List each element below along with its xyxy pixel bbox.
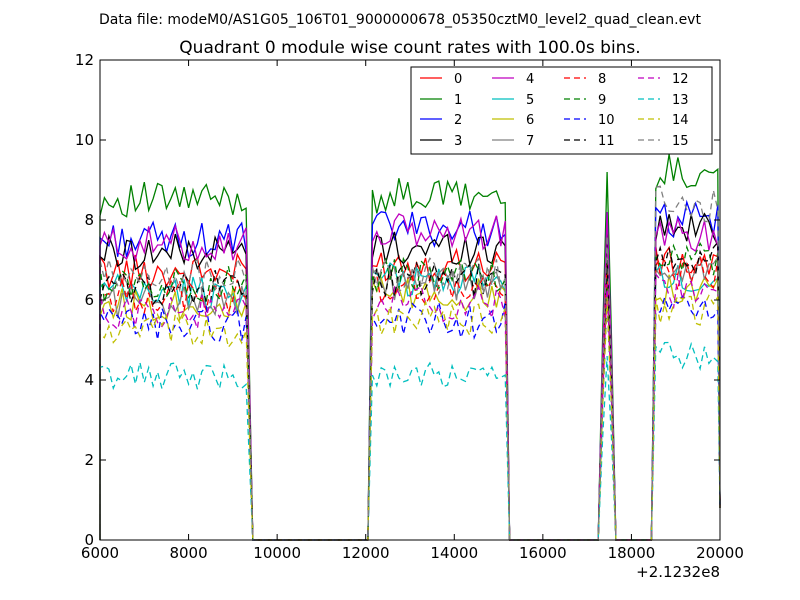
x-tick-label: 20000	[696, 544, 744, 562]
x-tick-label: 10000	[253, 544, 301, 562]
series-line-5	[99, 259, 721, 541]
legend-label-10: 10	[598, 113, 615, 128]
legend-label-0: 0	[454, 72, 462, 87]
y-tick-label: 0	[84, 531, 94, 549]
series-line-0	[99, 219, 721, 541]
x-tick-label: 14000	[430, 544, 478, 562]
legend-label-13: 13	[672, 93, 689, 108]
series-line-2	[99, 199, 721, 541]
series-line-10	[99, 295, 721, 541]
legend-label-4: 4	[526, 72, 534, 87]
legend-label-11: 11	[598, 134, 615, 149]
chart-title: Quadrant 0 module wise count rates with …	[179, 38, 640, 58]
series-layer	[99, 154, 721, 541]
plot-area: 6000 8000 10000 12000 14000 16000 18000 20000 0 2…	[75, 51, 744, 562]
x-offset-label: +2.1232e8	[636, 563, 720, 581]
series-line-12	[99, 272, 721, 541]
legend-box	[410, 66, 713, 155]
data-file-label: Data file: modeM0/AS1G05_106T01_90000006…	[99, 12, 701, 28]
legend-label-6: 6	[526, 113, 534, 128]
legend-label-5: 5	[526, 93, 534, 108]
series-line-14	[99, 294, 721, 541]
x-tick-label: 8000	[169, 544, 207, 562]
legend-label-14: 14	[672, 113, 689, 128]
legend-label-2: 2	[454, 113, 462, 128]
x-tick-label: 18000	[608, 544, 656, 562]
y-tick-label: 10	[75, 131, 94, 149]
y-tick-label: 8	[84, 211, 94, 229]
legend-label-1: 1	[454, 93, 462, 108]
x-tick-label: 6000	[81, 544, 119, 562]
series-line-9	[99, 241, 721, 541]
series-line-1	[99, 154, 721, 541]
legend-label-12: 12	[672, 72, 689, 87]
series-line-7	[99, 255, 721, 541]
series-line-15	[99, 185, 721, 541]
series-line-6	[99, 274, 721, 541]
x-tick-label: 16000	[519, 544, 567, 562]
x-tick-label: 12000	[342, 544, 390, 562]
y-tick-label: 2	[84, 451, 94, 469]
legend-label-7: 7	[526, 134, 534, 149]
y-tick-label: 4	[84, 371, 94, 389]
legend-label-15: 15	[672, 134, 689, 149]
legend-label-3: 3	[454, 134, 462, 149]
y-tick-label: 6	[84, 291, 94, 309]
series-line-11	[99, 240, 721, 541]
tick-layer: 6000 8000 10000 12000 14000 16000 18000 20000 0 2…	[75, 51, 744, 562]
y-tick-label: 12	[75, 51, 94, 69]
legend-label-8: 8	[598, 72, 606, 87]
legend-label-9: 9	[598, 93, 606, 108]
series-line-13	[99, 341, 721, 541]
